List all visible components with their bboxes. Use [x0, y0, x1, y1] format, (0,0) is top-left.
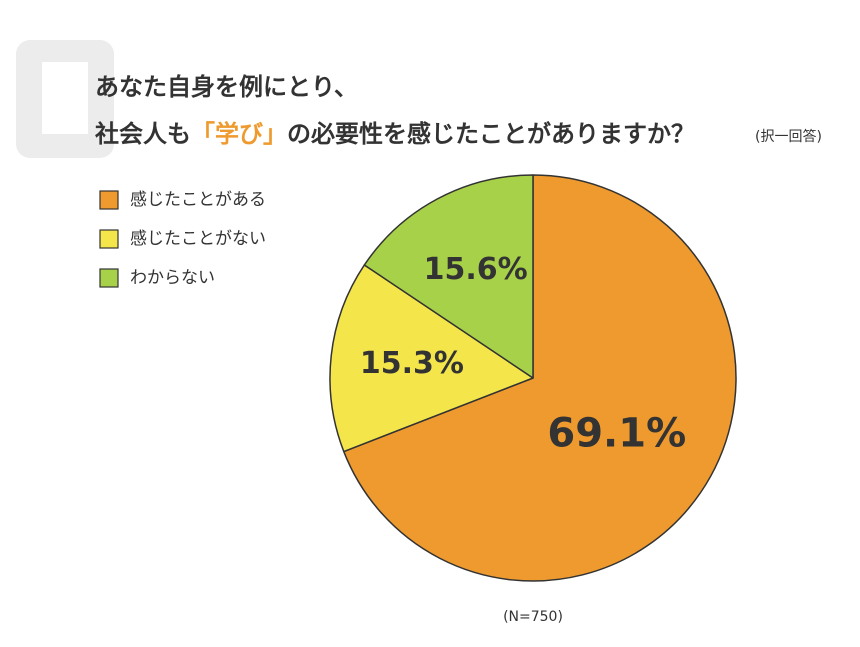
q-icon [16, 40, 114, 158]
pie-slice [363, 174, 534, 379]
title-part: あなた自身を例にとり、 [95, 73, 358, 101]
legend-swatch [99, 190, 119, 210]
legend-label: わからない [130, 268, 215, 288]
value-label: 15.6% [424, 252, 528, 287]
value-label: 15.3% [360, 346, 464, 381]
legend-swatch [99, 229, 119, 249]
value-label: 69.1% [547, 410, 686, 456]
title-line: 社会人も「学び」の必要性を感じたことがありますか？ [95, 120, 695, 148]
legend-label: 感じたことがない [130, 229, 266, 249]
note: (N=750) [503, 609, 563, 625]
subtitle: (択一回答) [755, 128, 822, 145]
pie-slice [329, 264, 534, 453]
legend-label: 感じたことがある [130, 190, 266, 210]
title-part: の必要性を感じたことがありますか？ [287, 120, 695, 148]
pie-slice [343, 174, 737, 582]
title-part: 「学び」 [191, 120, 287, 148]
legend-swatch [99, 268, 119, 288]
title-part: 社会人も [95, 120, 191, 148]
title-line: あなた自身を例にとり、 [95, 73, 358, 101]
